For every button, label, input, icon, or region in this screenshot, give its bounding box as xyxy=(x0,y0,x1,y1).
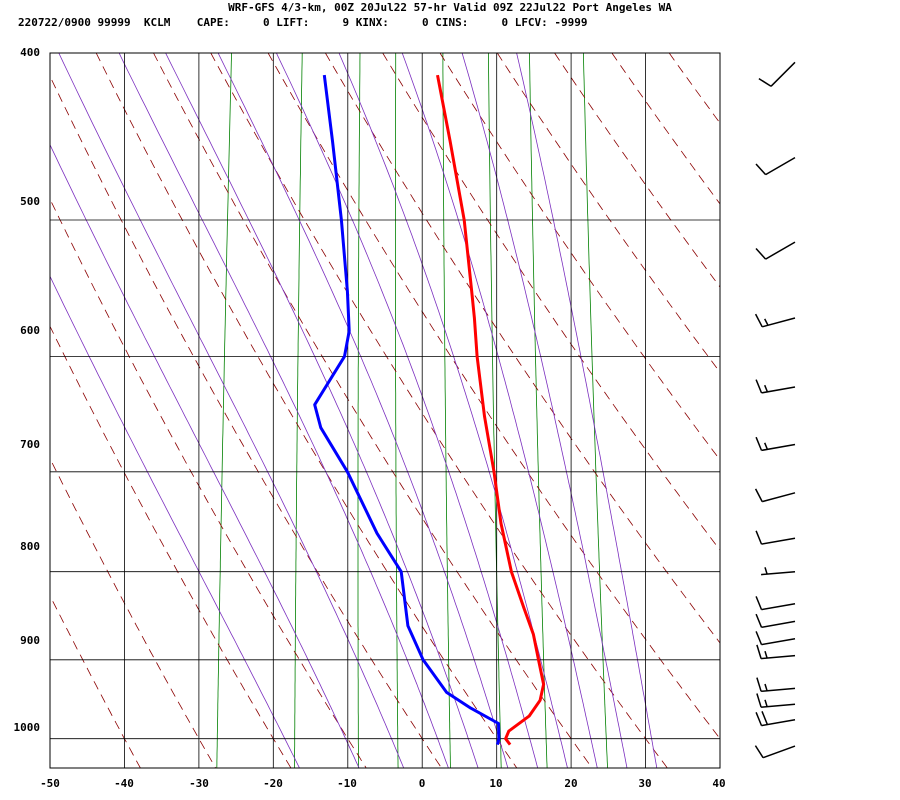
y-tick-label: 400 xyxy=(20,46,40,59)
dry-adiabat-line xyxy=(50,198,367,768)
temperature-axis: -50 -40 -30 -20 -10 0 10 20 30 40 xyxy=(40,777,726,790)
y-tick-label: 500 xyxy=(20,195,40,208)
dry-adiabat-line xyxy=(50,457,216,768)
wind-barb xyxy=(761,567,796,576)
moist-adiabat-line xyxy=(50,143,360,768)
dry-adiabat-line xyxy=(210,53,668,768)
wind-barb xyxy=(755,631,796,646)
moist-adiabat-line xyxy=(401,53,598,768)
y-tick-label: 600 xyxy=(20,324,40,337)
mixing-ratio-line xyxy=(216,53,232,768)
chart-subheader: 220722/0900 99999 KCLM CAPE: 0 LIFT: 9 K… xyxy=(18,16,588,29)
moist-adiabat-line xyxy=(516,53,658,768)
x-tick-label: 10 xyxy=(489,777,502,790)
wind-barb xyxy=(756,644,796,660)
wind-barb xyxy=(754,488,796,503)
x-tick-label: -10 xyxy=(337,777,357,790)
chart-title: WRF-GFS 4/3-km, 00Z 20Jul22 57-hr Valid … xyxy=(228,1,672,14)
wind-barb xyxy=(756,677,796,693)
dry-adiabat-line xyxy=(554,53,720,288)
wind-barb xyxy=(755,596,796,611)
x-tick-label: 20 xyxy=(564,777,577,790)
dry-adiabat-line xyxy=(267,53,720,740)
wind-barbs xyxy=(754,61,796,759)
wind-barb xyxy=(755,241,796,260)
x-tick-label: -50 xyxy=(40,777,60,790)
wind-barb xyxy=(755,530,796,545)
dry-adiabat-line xyxy=(382,53,720,551)
x-tick-label: -20 xyxy=(263,777,283,790)
x-tick-label: -30 xyxy=(189,777,209,790)
moist-adiabat-line xyxy=(276,53,539,768)
dry-adiabat-line xyxy=(50,75,442,768)
plot-frame xyxy=(49,52,721,769)
y-tick-label: 900 xyxy=(20,634,40,647)
y-tick-label: 1000 xyxy=(14,721,41,734)
moist-adiabat-line xyxy=(118,53,449,768)
x-tick-label: -40 xyxy=(114,777,134,790)
wind-barb xyxy=(755,613,796,629)
x-tick-label: 30 xyxy=(638,777,651,790)
moist-adiabat-line xyxy=(165,53,479,768)
sounding-profiles xyxy=(313,74,546,746)
moist-adiabat-line xyxy=(217,53,509,768)
wind-barb xyxy=(755,436,796,452)
moist-adiabat-line xyxy=(58,53,405,768)
temperature-profile xyxy=(436,74,546,746)
mixing-ratio-line xyxy=(294,53,303,768)
moist-adiabat-line xyxy=(50,275,300,768)
wind-barb xyxy=(754,745,796,759)
dry-adiabat-line xyxy=(50,325,292,768)
mixing-ratio-line xyxy=(583,53,608,768)
mixing-ratio-line xyxy=(442,53,451,768)
mixing-ratio-line xyxy=(395,53,399,768)
y-tick-label: 800 xyxy=(20,540,40,553)
x-tick-label: 0 xyxy=(419,777,426,790)
pressure-axis: 400 500 600 700 800 900 1000 xyxy=(14,46,41,734)
y-tick-label: 700 xyxy=(20,438,40,451)
wind-barb xyxy=(756,693,796,708)
dry-adiabat-line xyxy=(95,53,518,768)
dry-adiabat-line xyxy=(50,594,141,768)
x-tick-label: 40 xyxy=(712,777,725,790)
wind-barb xyxy=(755,156,796,176)
wind-barb xyxy=(754,313,796,328)
wind-barb xyxy=(758,61,796,87)
wind-barb xyxy=(755,711,796,727)
wind-barb xyxy=(755,379,796,394)
reference-lines xyxy=(50,53,720,768)
dewpoint-profile xyxy=(313,74,501,745)
dry-adiabat-line xyxy=(496,53,720,373)
dry-adiabat-line xyxy=(153,53,593,768)
